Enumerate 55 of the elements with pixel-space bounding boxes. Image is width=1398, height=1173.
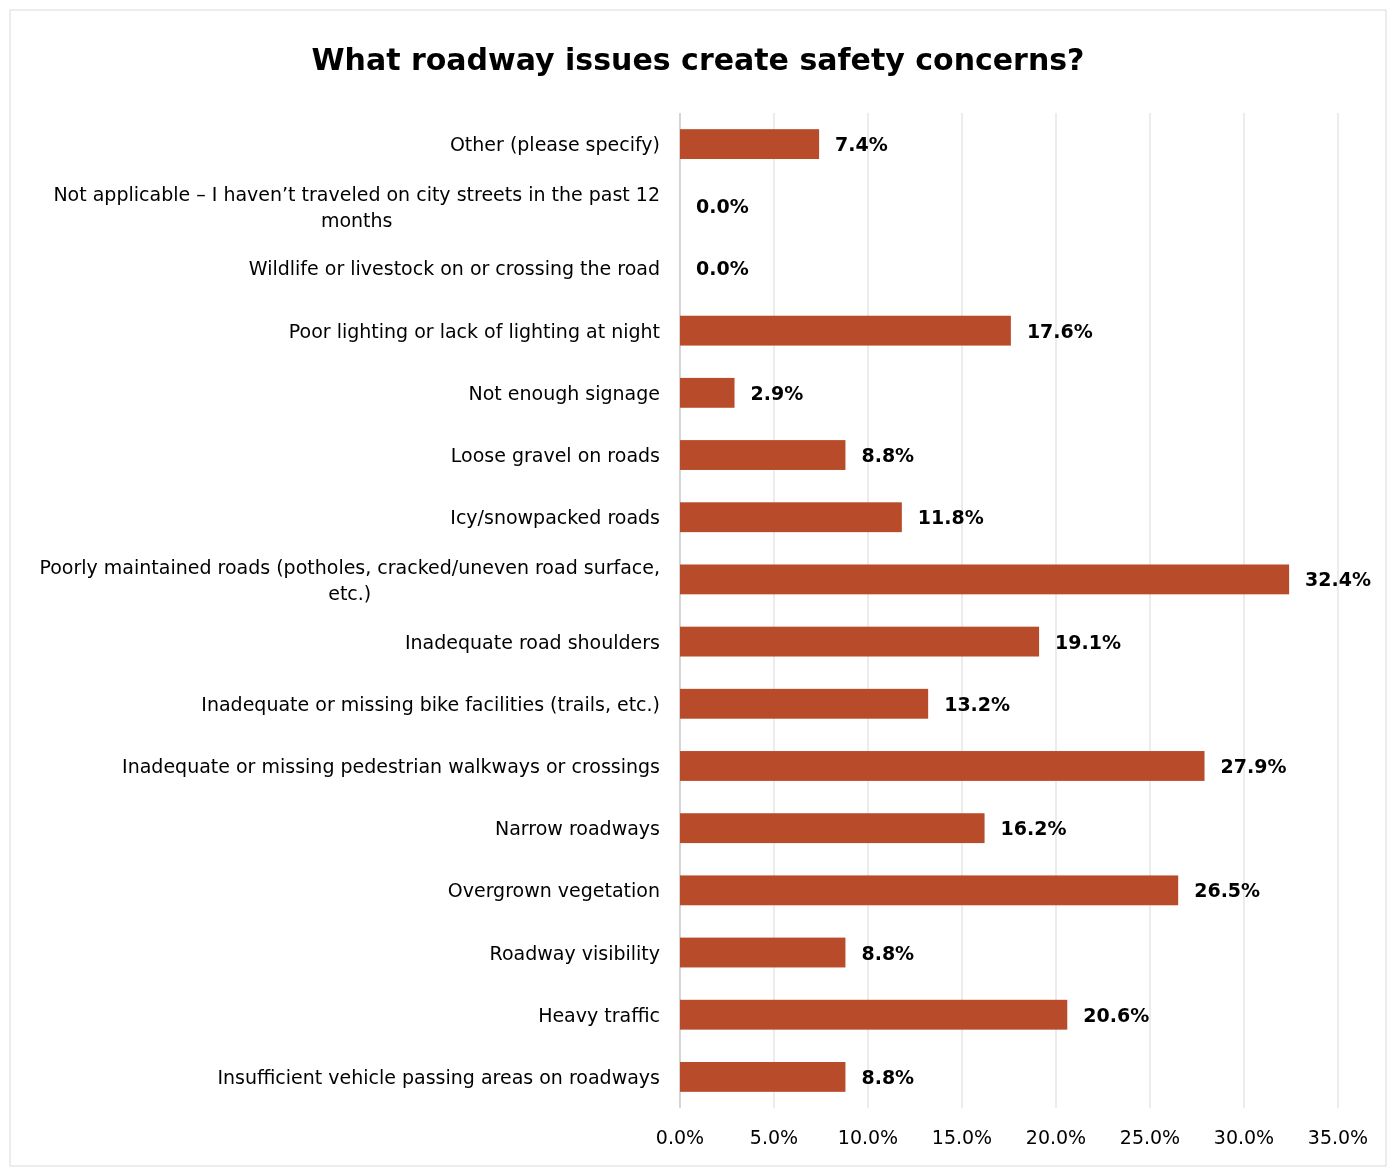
bar	[680, 377, 735, 408]
x-tick-label: 5.0%	[749, 1126, 799, 1148]
data-label: 32.4%	[1305, 568, 1372, 591]
data-label: 13.2%	[944, 692, 1011, 715]
x-tick-label: 30.0%	[1213, 1126, 1275, 1148]
bar	[680, 129, 820, 160]
bar	[680, 875, 1179, 906]
x-tick-label: 15.0%	[931, 1126, 993, 1148]
y-tick-label: Wildlife or livestock on or crossing the road	[248, 257, 660, 280]
y-tick-label: Heavy traffic	[538, 1003, 660, 1026]
y-tick-label: Narrow roadways	[495, 817, 660, 840]
y-tick-label: Not enough signage	[468, 381, 660, 404]
bar	[680, 626, 1040, 657]
y-tick-label: Loose gravel on roads	[450, 444, 661, 467]
data-label: 8.8%	[861, 1065, 915, 1088]
chart-title: What roadway issues create safety concerns?	[311, 42, 1085, 77]
bar	[680, 440, 846, 470]
y-tick-label: Insufficient vehicle passing areas on roadways	[217, 1065, 661, 1088]
data-label: 20.6%	[1083, 1003, 1150, 1026]
y-tick-label: Roadway visibility	[489, 941, 660, 964]
y-tick-label: Inadequate or missing pedestrian walkways or crossings	[122, 754, 661, 777]
bar	[680, 751, 1205, 781]
data-label: 7.4%	[835, 133, 888, 156]
y-tick-label: Overgrown vegetation	[447, 879, 661, 902]
data-label: 2.9%	[750, 381, 804, 404]
x-tick-label: 0.0%	[655, 1126, 705, 1148]
data-label: 0.0%	[696, 257, 749, 280]
x-tick-label: 35.0%	[1307, 1126, 1369, 1148]
x-tick-label: 25.0%	[1119, 1126, 1181, 1148]
y-tick-label: Inadequate or missing bike facilities (trails, etc.)	[201, 692, 660, 715]
data-label: 19.1%	[1055, 630, 1121, 653]
y-tick-label: Not applicable – I haven’t traveled on city streets in the past 12 months	[53, 183, 660, 232]
bar	[680, 688, 929, 719]
y-tick-label: Poorly maintained roads (potholes, cracked/uneven road surface, etc.)	[39, 556, 661, 605]
y-tick-label: Icy/snowpacked roads	[450, 506, 660, 529]
bar	[680, 813, 985, 844]
data-label: 16.2%	[1000, 817, 1067, 840]
data-label: 11.8%	[917, 506, 984, 529]
bar	[680, 937, 846, 968]
data-label: 8.8%	[861, 941, 915, 964]
x-tick-label: 20.0%	[1025, 1126, 1087, 1148]
bar	[680, 564, 1290, 595]
data-label: 26.5%	[1194, 879, 1261, 902]
data-label: 17.6%	[1026, 319, 1093, 342]
data-label: 0.0%	[696, 195, 749, 218]
y-tick-label: Poor lighting or lack of lighting at night	[288, 319, 660, 342]
x-tick-label: 10.0%	[837, 1126, 899, 1148]
bar	[680, 315, 1011, 346]
data-label: 27.9%	[1220, 754, 1287, 777]
bar	[680, 1061, 846, 1092]
bar	[680, 502, 902, 533]
bar	[680, 999, 1068, 1030]
y-tick-label: Other (please specify)	[449, 133, 660, 156]
data-label: 8.8%	[861, 444, 915, 467]
y-tick-label: Inadequate road shoulders	[404, 630, 660, 653]
